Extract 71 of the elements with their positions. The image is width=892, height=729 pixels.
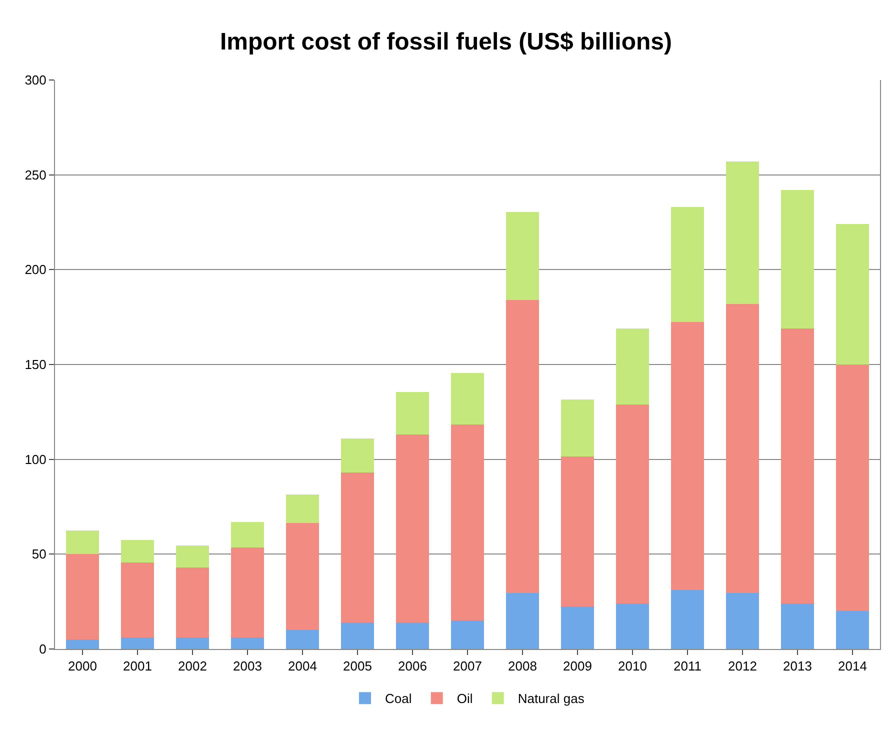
y-tick-label: 200 xyxy=(24,262,46,278)
x-tick-label: 2000 xyxy=(68,658,97,674)
bar xyxy=(176,546,209,568)
bar xyxy=(616,328,649,404)
bar xyxy=(231,638,264,649)
bar xyxy=(286,494,319,523)
bar xyxy=(396,622,429,649)
x-tick-label: 2009 xyxy=(563,658,592,674)
bar xyxy=(616,404,649,604)
x-tick-label: 2001 xyxy=(123,658,152,674)
bar xyxy=(451,620,484,649)
bar xyxy=(396,434,429,622)
y-tick-label: 100 xyxy=(24,452,46,467)
bar xyxy=(726,593,759,649)
x-tick-label: 2006 xyxy=(398,658,427,674)
bar xyxy=(341,622,374,649)
bar xyxy=(451,373,484,424)
y-tick-label: 250 xyxy=(24,167,46,182)
x-tick-label: 2004 xyxy=(288,658,317,674)
bar xyxy=(506,593,539,649)
bar xyxy=(176,567,209,638)
y-tick-label: 0 xyxy=(39,642,46,657)
bar xyxy=(726,304,759,594)
bar xyxy=(671,590,704,649)
x-tick-label: 2008 xyxy=(508,658,537,674)
bar xyxy=(121,562,154,638)
chart-title: Import cost of fossil fuels (US$ billions) xyxy=(220,28,672,56)
x-tick-label: 2002 xyxy=(178,658,207,674)
bar xyxy=(341,472,374,622)
bar xyxy=(836,224,869,364)
bar xyxy=(451,424,484,621)
y-tick-label: 150 xyxy=(24,357,46,372)
bar xyxy=(66,554,99,640)
bar xyxy=(616,603,649,649)
bar xyxy=(176,638,209,649)
bar xyxy=(231,548,264,638)
legend-label: Oil xyxy=(456,691,473,706)
bar xyxy=(781,328,814,604)
bar xyxy=(396,392,429,435)
bar xyxy=(341,438,374,473)
x-tick-label: 2007 xyxy=(453,658,482,674)
legend-label: Natural gas xyxy=(518,691,585,706)
bar xyxy=(726,162,759,304)
x-tick-label: 2014 xyxy=(838,658,867,674)
bar xyxy=(561,606,594,649)
bar xyxy=(781,190,814,328)
bar xyxy=(836,611,869,649)
x-tick-label: 2010 xyxy=(618,658,647,674)
x-tick-label: 2013 xyxy=(783,658,812,674)
bar xyxy=(506,212,539,300)
bar xyxy=(836,364,869,612)
bar xyxy=(286,522,319,630)
bar xyxy=(121,540,154,563)
bar xyxy=(561,400,594,456)
y-tick-label: 50 xyxy=(32,546,46,562)
bar xyxy=(671,322,704,590)
bar xyxy=(561,456,594,606)
x-tick-label: 2003 xyxy=(233,658,262,674)
bar xyxy=(506,300,539,594)
bar xyxy=(66,640,99,649)
bar xyxy=(231,522,264,548)
x-tick-label: 2005 xyxy=(343,658,372,674)
y-tick-label: 300 xyxy=(24,72,46,88)
bar xyxy=(671,207,704,322)
bar xyxy=(286,630,319,649)
bar xyxy=(781,603,814,649)
x-tick-label: 2011 xyxy=(674,658,702,674)
x-tick-label: 2012 xyxy=(728,658,757,674)
bar xyxy=(66,530,99,554)
bar xyxy=(121,638,154,649)
legend-label: Coal xyxy=(385,691,412,706)
